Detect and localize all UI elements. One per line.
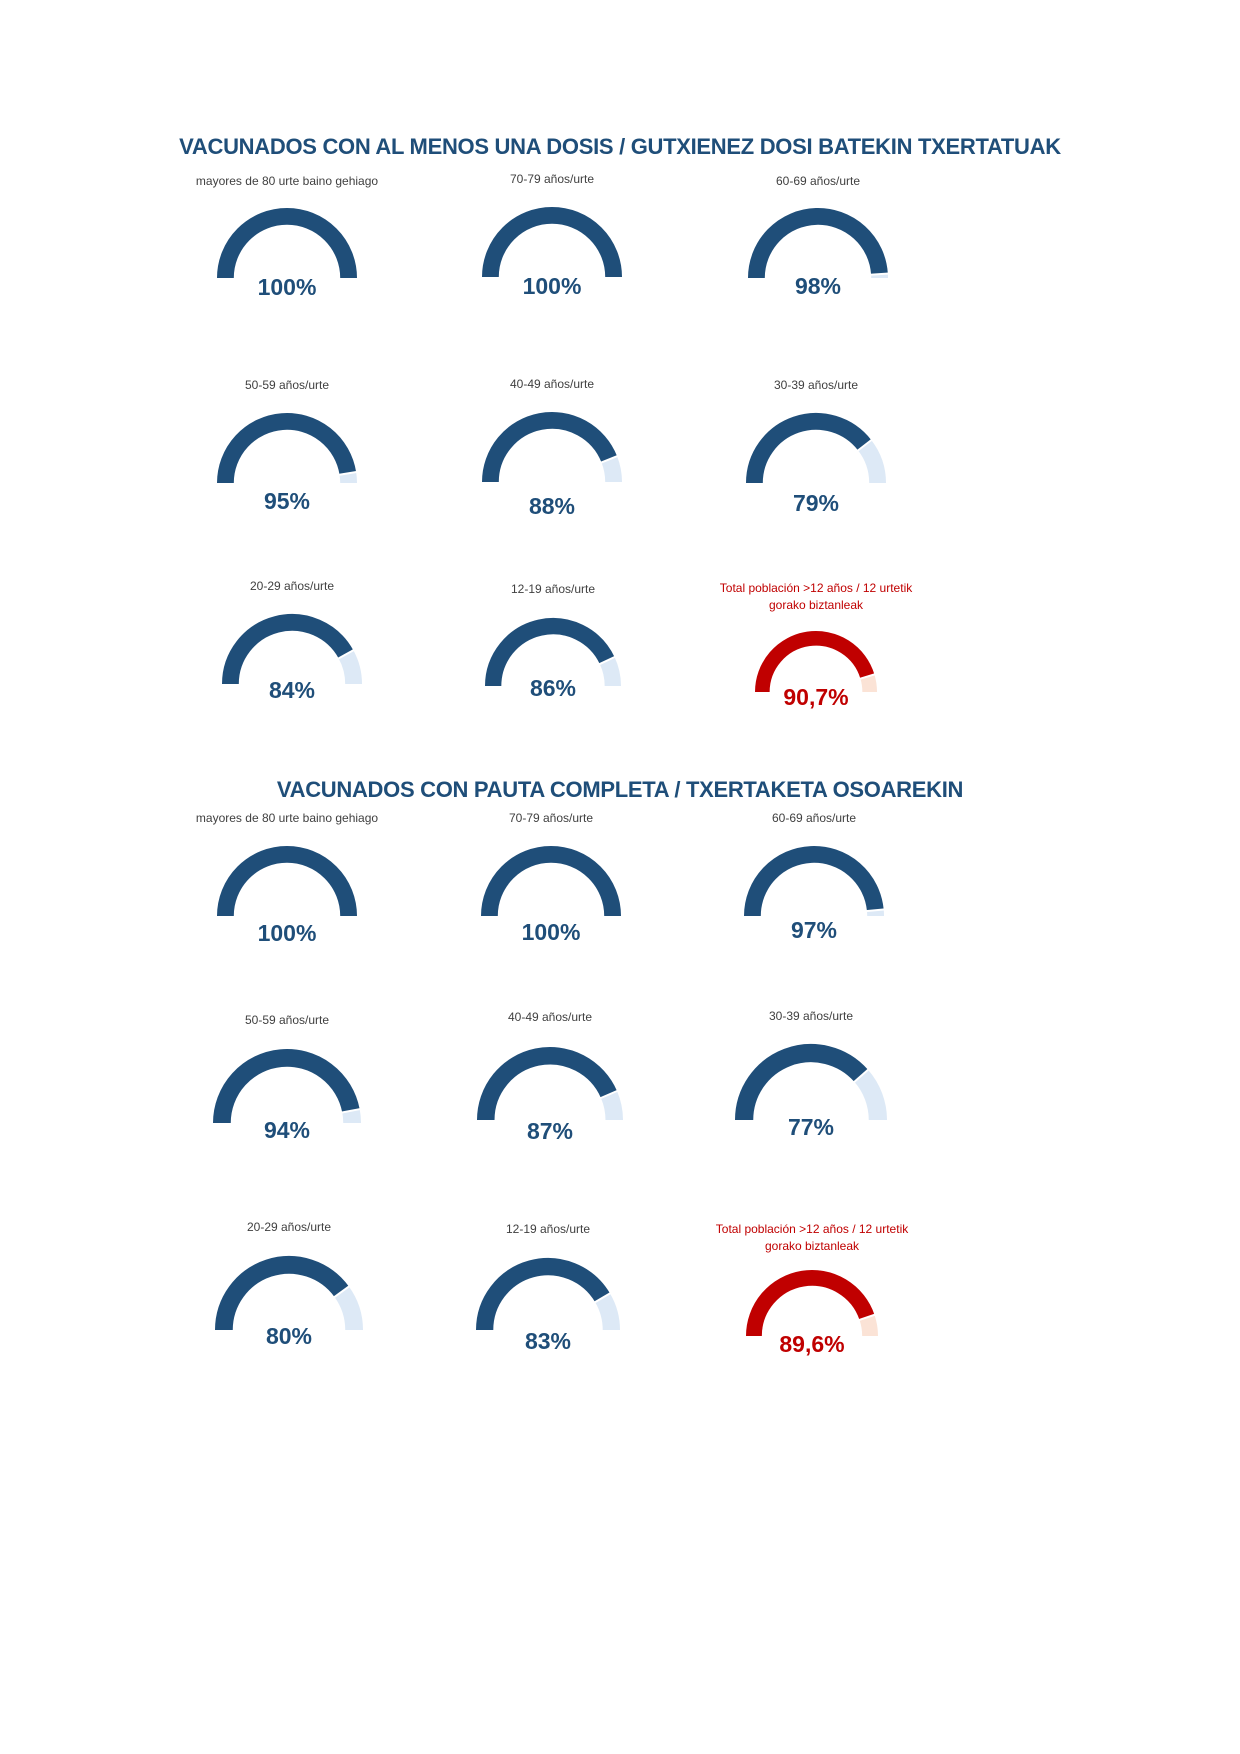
gauge-arc [748, 208, 889, 279]
gauge-remainder [854, 1069, 887, 1121]
section-title-full-schedule: VACUNADOS CON PAUTA COMPLETA / TXERTAKET… [276, 777, 964, 802]
gauge-label: 12-19 años/urte [505, 1222, 591, 1236]
gauge-value-fill [735, 1044, 869, 1121]
gauge-label: 40-49 años/urte [509, 377, 595, 391]
gauge-value-fill [217, 208, 357, 279]
gauge-value-label: 88% [528, 493, 576, 519]
gauge-arc [476, 1258, 620, 1331]
gauge-separator [593, 1291, 612, 1304]
gauge-arc [485, 618, 621, 687]
gauge-value-label: 80% [265, 1323, 313, 1349]
gauge-separator [341, 1107, 361, 1114]
gauge-value-label: 100% [521, 919, 581, 945]
gauge-label: mayores de 80 urte baino gehiago [195, 811, 379, 825]
gauge-value-fill [217, 846, 357, 917]
gauge-value-fill [215, 1256, 349, 1331]
gauge-separator [337, 648, 355, 660]
gauge-label: 50-59 años/urte [244, 378, 330, 392]
gauge-value-fill [482, 412, 618, 483]
gauge-arc [222, 614, 362, 685]
gauge-value-fill [477, 1047, 617, 1121]
gauge-label: 40-49 años/urte [507, 1010, 593, 1024]
gauge-value-label: 87% [526, 1118, 574, 1144]
gauge-value-label: 94% [263, 1117, 311, 1143]
gauge-separator [870, 272, 889, 276]
gauge-remainder [334, 1286, 363, 1331]
gauge-separator [598, 655, 616, 666]
gauge-label: 60-69 años/urte [771, 811, 857, 825]
gauge-label: 12-19 años/urte [510, 582, 596, 596]
gauge-value-label: 98% [794, 273, 842, 299]
gauge-value-label: 84% [268, 677, 316, 703]
gauge-value-fill [476, 1258, 610, 1331]
gauge-value-label: 90,7% [783, 684, 849, 710]
gauge-label: 70-79 años/urte [509, 172, 595, 186]
gauge-remainder [338, 650, 362, 685]
gauge-value-fill [481, 846, 621, 917]
gauge-value-fill [222, 614, 354, 685]
gauge-arc [482, 207, 622, 278]
gauge-remainder [601, 456, 622, 483]
gauge-value-label: 100% [522, 273, 582, 299]
gauge-label: 20-29 años/urte [249, 579, 335, 593]
gauge-remainder [857, 440, 886, 484]
gauge-arc [744, 846, 885, 917]
gauge-separator [865, 908, 885, 913]
section-title-one-dose: VACUNADOS CON AL MENOS UNA DOSIS / GUTXI… [179, 134, 1061, 159]
gauge-label: 70-79 años/urte [508, 811, 594, 825]
gauge-remainder [594, 1293, 620, 1331]
gauge-value-label: 83% [524, 1328, 572, 1354]
gauge-arc [755, 631, 877, 693]
gauge-separator [858, 1313, 876, 1322]
gauge-value-label: 77% [787, 1114, 835, 1140]
gauge-separator [599, 1089, 619, 1100]
gauge-value-fill [482, 207, 622, 278]
gauge-separator [859, 673, 876, 680]
gauge-value-fill [746, 1270, 875, 1337]
gauge-value-fill [213, 1049, 360, 1124]
gauge-separator [333, 1285, 351, 1299]
gauge-value-fill [755, 631, 875, 693]
gauge-remainder [339, 472, 357, 484]
gauge-separator [856, 438, 873, 452]
gauge-arc [217, 413, 358, 484]
gauge-arc [482, 412, 622, 483]
gauge-value-label: 97% [790, 917, 838, 943]
gauge-value-fill [748, 208, 888, 279]
gauge-value-label: 95% [263, 488, 311, 514]
gauge-value-fill [744, 846, 884, 917]
gauge-arc [746, 1270, 878, 1337]
gauge-arc [477, 1047, 623, 1121]
gauge-arc [217, 208, 357, 279]
gauge-label: 20-29 años/urte [246, 1220, 332, 1234]
gauge-label: 50-59 años/urte [244, 1013, 330, 1027]
gauge-remainder [600, 1091, 623, 1121]
gauge-value-label: 89,6% [779, 1331, 845, 1357]
gauge-label: 30-39 años/urte [773, 378, 859, 392]
gauge-arc [746, 413, 886, 484]
gauge-separator [338, 470, 358, 476]
gauge-value-fill [217, 413, 357, 484]
gauge-value-fill [485, 618, 615, 687]
gauge-label: Total población >12 años / 12 urtetik go… [719, 581, 913, 612]
gauge-value-label: 100% [257, 920, 317, 946]
gauge-label: 60-69 años/urte [775, 174, 861, 188]
gauge-arc [735, 1044, 887, 1121]
gauge-arc [215, 1256, 363, 1331]
gauge-value-fill [746, 413, 872, 484]
gauge-arc [481, 846, 621, 917]
gauge-arc [213, 1049, 361, 1124]
gauge-label: mayores de 80 urte baino gehiago [195, 174, 379, 188]
gauge-value-label: 79% [792, 490, 840, 516]
gauge-label: 30-39 años/urte [768, 1009, 854, 1023]
gauge-label: Total población >12 años / 12 urtetik go… [715, 1222, 909, 1253]
gauge-value-label: 100% [257, 274, 317, 300]
gauge-arc [217, 846, 357, 917]
gauge-separator [852, 1068, 870, 1084]
gauge-value-label: 86% [529, 675, 577, 701]
gauge-separator [600, 454, 619, 464]
